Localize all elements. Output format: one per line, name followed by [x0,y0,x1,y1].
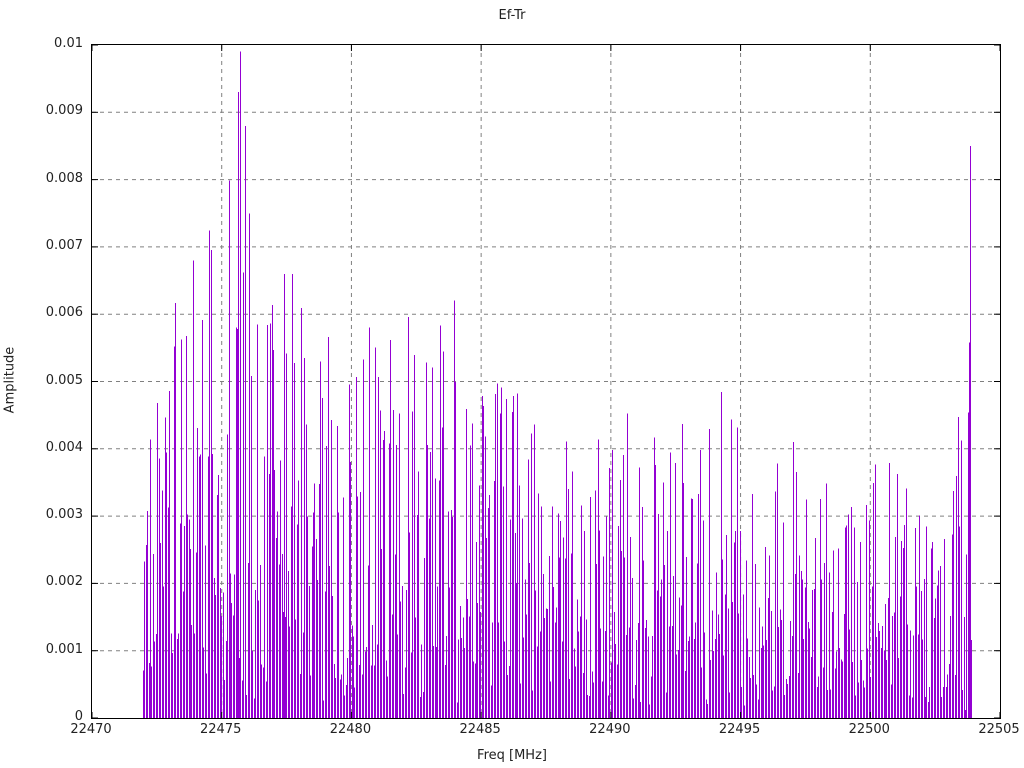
y-tick-label: 0.008 [45,170,83,186]
y-tick-label: 0.002 [45,574,83,590]
plot-area [91,44,1001,719]
x-tick-label: 22470 [70,722,112,737]
y-tick-label: 0.005 [45,372,83,388]
y-axis-label: Amplitude [2,346,18,414]
x-axis-tick-labels: 22470 22475 22480 22485 22490 22495 22500 22505 [0,723,1024,747]
axis-tick-marks [92,45,1000,718]
x-axis-label: Freq [MHz] [477,748,547,763]
x-tick-label: 22490 [589,722,631,737]
y-tick-label: 0.01 [54,36,83,51]
x-tick-label: 22495 [718,722,761,737]
x-tick-label: 22480 [329,722,372,737]
y-tick-label: 0.009 [45,103,83,119]
chart-title: Ef-Tr [498,8,526,23]
y-tick-label: 0.001 [45,641,83,657]
x-tick-label: 22505 [978,722,1020,737]
plot-inner [92,45,1000,718]
y-tick-label: 0.003 [45,507,83,523]
x-tick-label: 22485 [459,722,501,737]
y-tick-label: 0.006 [45,305,83,321]
y-axis-tick-labels: 0 0.001 0.002 0.003 0.004 0.005 0.006 0.007 0.00… [0,0,83,768]
y-tick-label: 0.004 [45,439,83,455]
y-tick-label: 0.007 [45,237,83,253]
x-tick-label: 22500 [848,722,890,737]
x-tick-label: 22475 [200,722,242,737]
data-series-impulses [143,51,972,718]
y-tick-label: 0 [74,709,83,724]
